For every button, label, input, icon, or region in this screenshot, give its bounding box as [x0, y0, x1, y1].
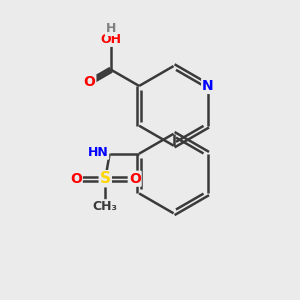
Text: CH₃: CH₃ [93, 200, 118, 213]
Text: S: S [100, 171, 111, 186]
Text: O: O [70, 172, 82, 186]
Text: H: H [106, 22, 116, 35]
Text: HN: HN [88, 146, 108, 159]
Text: O: O [129, 172, 141, 186]
Text: N: N [202, 79, 214, 93]
Text: OH: OH [100, 33, 122, 46]
Text: O: O [83, 75, 95, 89]
